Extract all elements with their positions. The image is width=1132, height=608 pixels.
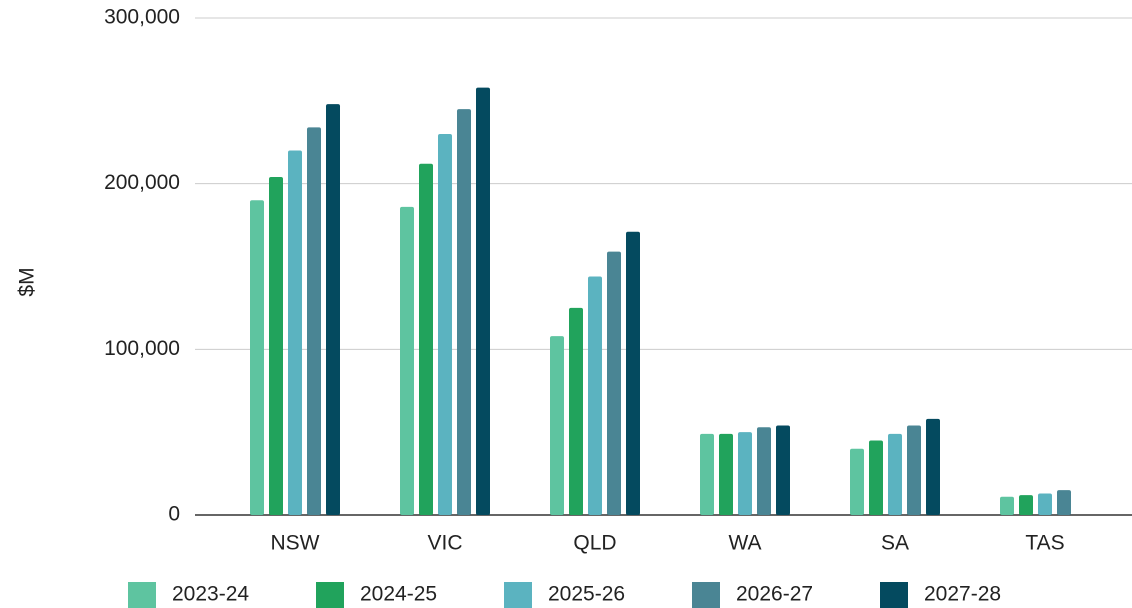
legend-label: 2026-27 (736, 583, 813, 606)
legend-label: 2027-28 (924, 583, 1001, 606)
x-tick-label: VIC (427, 532, 462, 555)
y-tick-label: 0 (168, 503, 180, 526)
bar (569, 307, 583, 515)
bar (307, 127, 321, 515)
legend-label: 2025-26 (548, 583, 625, 606)
x-tick-label: QLD (573, 532, 616, 555)
bar (1019, 495, 1033, 515)
legend-swatch (880, 582, 908, 608)
bar (757, 427, 771, 515)
bar (250, 200, 264, 515)
x-tick-label: NSW (271, 532, 320, 555)
bar (888, 433, 902, 515)
x-tick-label: SA (881, 532, 909, 555)
legend-swatch (128, 582, 156, 608)
bar (850, 448, 864, 515)
bar (438, 133, 452, 515)
bar (700, 433, 714, 515)
bar (476, 87, 490, 515)
y-axis-label: $M (16, 267, 39, 296)
bar (719, 433, 733, 515)
bar (550, 336, 564, 515)
legend-label: 2023-24 (172, 583, 249, 606)
x-tick-label: TAS (1025, 532, 1064, 555)
legend-swatch (316, 582, 344, 608)
bar (1057, 490, 1071, 515)
bar (869, 440, 883, 515)
bar (607, 251, 621, 515)
legend-label: 2024-25 (360, 583, 437, 606)
bar (776, 425, 790, 515)
bar (626, 231, 640, 515)
bar (419, 163, 433, 515)
bar (738, 432, 752, 515)
bar (400, 206, 414, 516)
bar (1000, 496, 1014, 515)
bar (926, 418, 940, 515)
legend-swatch (504, 582, 532, 608)
bar (326, 104, 340, 515)
bar (457, 109, 471, 515)
y-tick-label: 100,000 (104, 337, 180, 360)
bar (288, 150, 302, 516)
bar (588, 276, 602, 515)
x-tick-label: WA (728, 532, 761, 555)
legend-swatch (692, 582, 720, 608)
bar (1038, 493, 1052, 515)
bar (907, 425, 921, 515)
y-tick-label: 200,000 (104, 171, 180, 194)
bar (269, 177, 283, 516)
y-tick-label: 300,000 (104, 6, 180, 29)
